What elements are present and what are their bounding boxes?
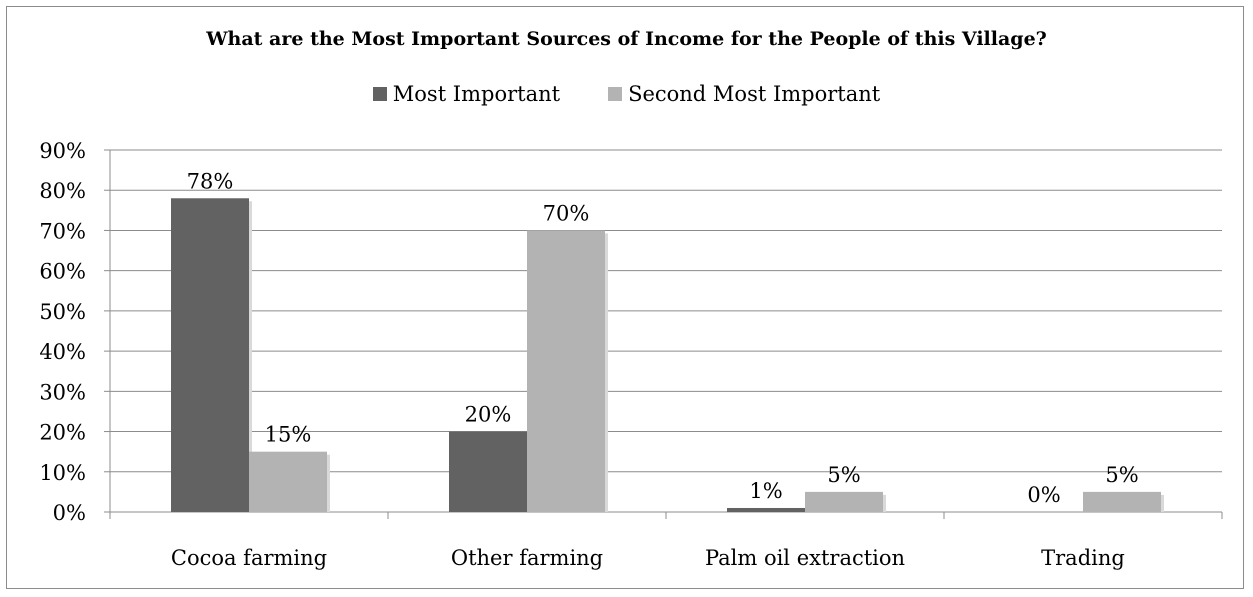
chart-legend: Most Important Second Most Important — [0, 82, 1253, 106]
y-tick-label: 80% — [39, 179, 86, 203]
data-label: 5% — [1105, 463, 1138, 487]
legend-swatch-second-most-important — [608, 87, 623, 101]
y-tick-label: 30% — [39, 380, 86, 404]
data-label: 78% — [187, 169, 234, 193]
y-tick-label: 90% — [39, 139, 86, 163]
data-label: 1% — [749, 479, 782, 503]
data-label: 15% — [265, 423, 312, 447]
y-tick-label: 50% — [39, 300, 86, 324]
data-label: 0% — [1027, 483, 1060, 507]
bar-most-important — [727, 507, 805, 512]
bar-second-most-important — [249, 451, 327, 512]
bar-most-important — [171, 198, 249, 512]
x-tick-label: Trading — [1041, 546, 1125, 570]
legend-swatch-most-important — [372, 87, 387, 101]
y-tick-label: 20% — [39, 421, 86, 445]
legend-label-most-important: Most Important — [392, 82, 561, 106]
y-tick-label: 0% — [53, 501, 86, 525]
bar-second-most-important — [527, 230, 605, 512]
chart-title: What are the Most Important Sources of I… — [206, 28, 1047, 50]
bar-most-important — [449, 431, 527, 512]
y-tick-label: 70% — [39, 219, 86, 243]
y-tick-label: 60% — [39, 260, 86, 284]
bar-second-most-important — [805, 491, 883, 512]
x-tick-label: Palm oil extraction — [705, 546, 905, 570]
x-tick-label: Cocoa farming — [171, 546, 327, 570]
data-label: 20% — [465, 403, 512, 427]
data-label: 70% — [543, 201, 590, 225]
legend-item-second-most-important: Second Most Important — [608, 82, 880, 106]
legend-label-second-most-important: Second Most Important — [628, 82, 881, 106]
legend-item-most-important: Most Important — [372, 82, 561, 106]
y-tick-label: 10% — [39, 461, 86, 485]
data-label: 5% — [827, 463, 860, 487]
bar-second-most-important — [1083, 491, 1161, 512]
y-tick-label: 40% — [39, 340, 86, 364]
x-tick-label: Other farming — [451, 546, 603, 570]
